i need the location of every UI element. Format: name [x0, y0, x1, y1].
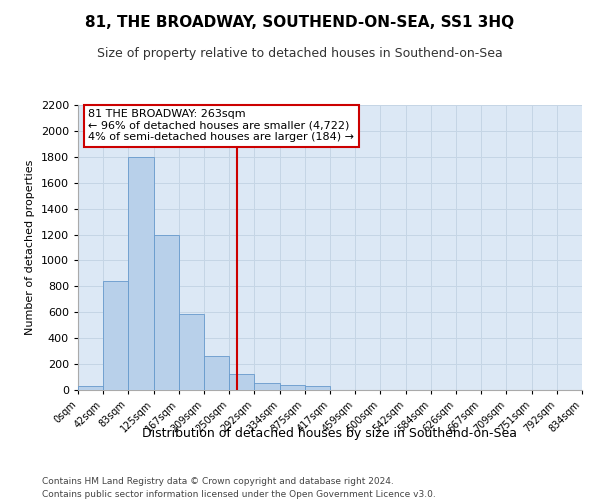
Text: Contains public sector information licensed under the Open Government Licence v3: Contains public sector information licen… — [42, 490, 436, 499]
Bar — [128, 157, 154, 390]
Text: 81 THE BROADWAY: 263sqm
← 96% of detached houses are smaller (4,722)
4% of semi-: 81 THE BROADWAY: 263sqm ← 96% of detache… — [88, 110, 354, 142]
Bar — [179, 314, 205, 390]
Bar — [205, 356, 229, 390]
Bar — [280, 385, 305, 390]
Text: Size of property relative to detached houses in Southend-on-Sea: Size of property relative to detached ho… — [97, 48, 503, 60]
Bar — [229, 374, 254, 390]
Bar — [78, 386, 103, 390]
Bar — [305, 386, 330, 390]
Bar — [254, 383, 280, 390]
Bar — [103, 281, 128, 390]
Text: 81, THE BROADWAY, SOUTHEND-ON-SEA, SS1 3HQ: 81, THE BROADWAY, SOUTHEND-ON-SEA, SS1 3… — [85, 15, 515, 30]
Y-axis label: Number of detached properties: Number of detached properties — [25, 160, 35, 335]
Bar — [154, 234, 179, 390]
Text: Contains HM Land Registry data © Crown copyright and database right 2024.: Contains HM Land Registry data © Crown c… — [42, 478, 394, 486]
Text: Distribution of detached houses by size in Southend-on-Sea: Distribution of detached houses by size … — [143, 428, 517, 440]
